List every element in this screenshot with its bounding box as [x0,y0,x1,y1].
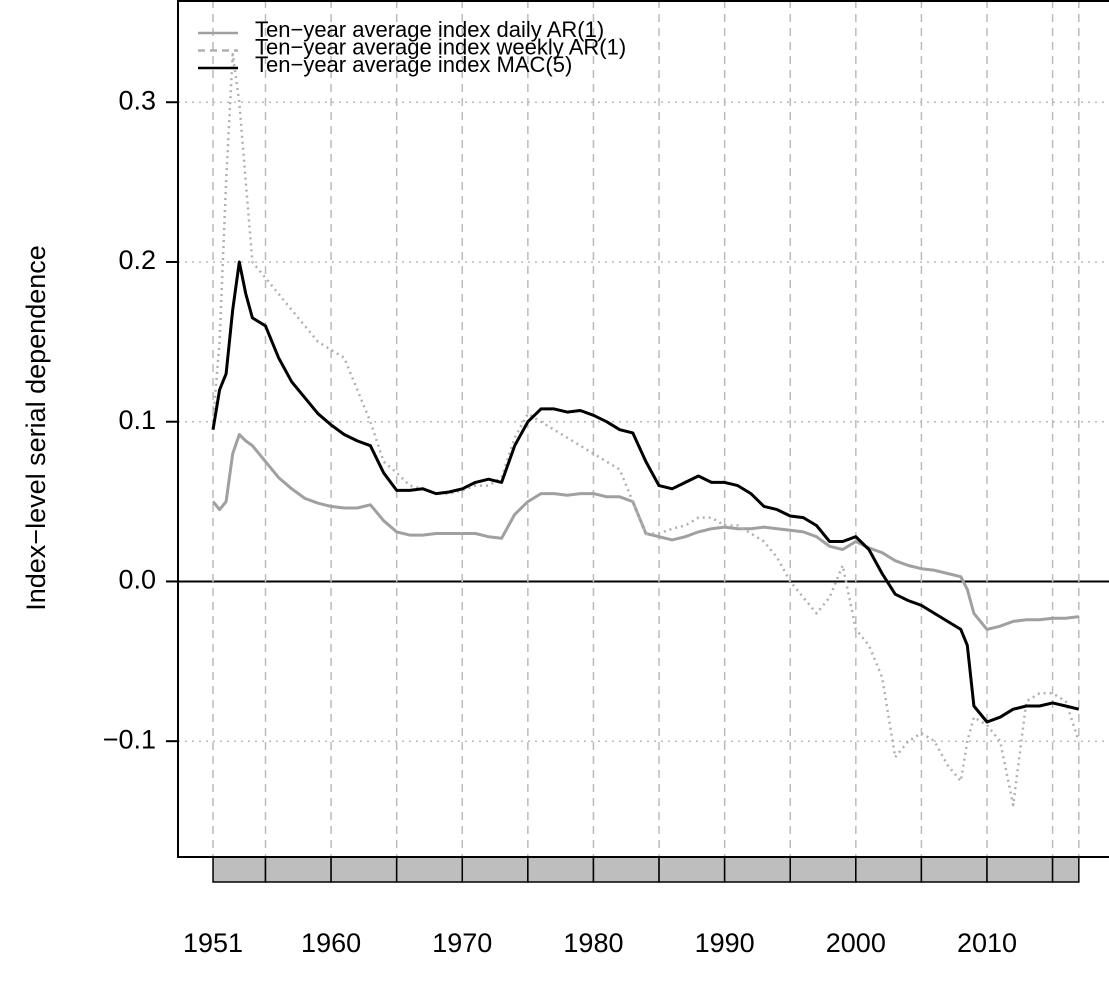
x-tick-label: 1970 [432,928,492,958]
period-strip [330,856,398,883]
x-tick-label: 2010 [957,928,1017,958]
series-line [211,53,1080,807]
legend-label: Ten−year average index weekly AR(1) [255,34,626,59]
series-line [211,260,1080,724]
period-strip [789,856,857,883]
period-strip [855,856,923,883]
y-tick-label: 0.3 [118,85,156,115]
x-tick-label: 1980 [563,928,623,958]
x-tick-label: 1960 [301,928,361,958]
y-tick-label: 0.2 [118,245,156,275]
period-strip [527,856,595,883]
y-axis-label: Index−level serial dependence [21,245,51,611]
x-tick-label: 1990 [695,928,755,958]
legend-label: Ten−year average index MAC(5) [255,52,572,77]
period-strip [986,856,1054,883]
x-tick-label: 2000 [826,928,886,958]
y-tick-label: −0.1 [103,724,156,754]
legend-label: Ten−year average index daily AR(1) [255,17,604,42]
period-strip [723,856,791,883]
period-strip [658,856,726,883]
period-strip [461,856,529,883]
y-tick-label: 0.0 [118,565,156,595]
x-tick-label: 1951 [183,928,243,958]
period-strip [1051,856,1080,883]
axis-frame [177,0,1109,858]
y-tick-label: 0.1 [118,405,156,435]
period-strip [592,856,660,883]
period-strip [395,856,464,883]
period-strip [264,856,332,883]
period-strip [920,856,988,883]
period-strip [212,856,267,883]
